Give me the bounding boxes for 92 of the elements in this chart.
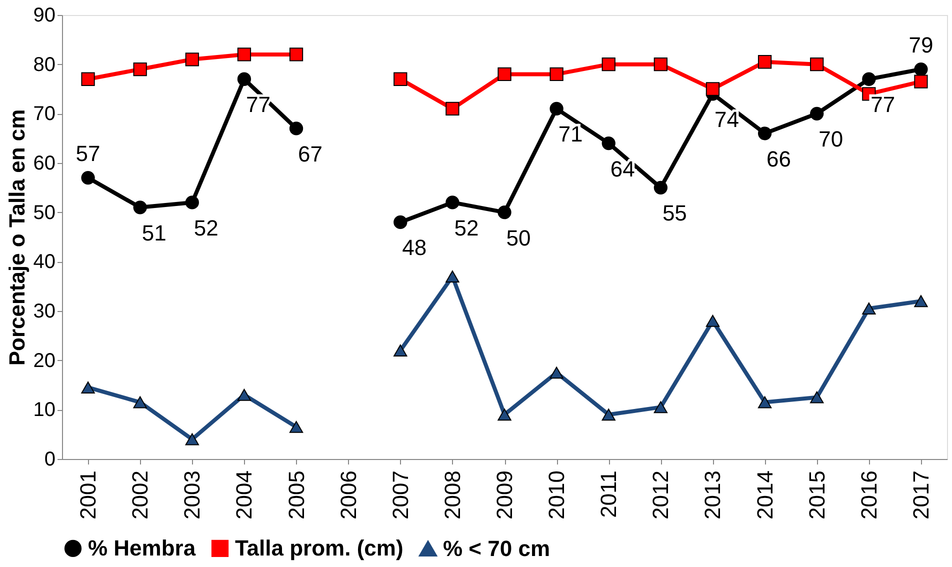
x-tick-label: 2007: [388, 470, 413, 520]
point: [706, 82, 720, 96]
point: [550, 366, 564, 379]
data-label: 51: [142, 220, 166, 246]
point: [758, 396, 772, 408]
data-label: 71: [558, 122, 583, 147]
point: [237, 388, 252, 401]
data-label: 66: [766, 146, 792, 172]
point: [289, 48, 304, 62]
x-tick-label: 2012: [648, 470, 674, 520]
y-tick-label: 0: [44, 448, 56, 470]
y-tick-label: 80: [33, 54, 56, 76]
point: [289, 420, 304, 433]
point: [81, 381, 95, 394]
legend-label: % Hembra: [88, 535, 196, 560]
y-tick-label: 30: [33, 300, 56, 322]
point: [498, 206, 512, 220]
point: [758, 126, 772, 140]
x-tick-label: 2002: [128, 470, 153, 520]
data-label: 79: [908, 32, 934, 58]
x-tick-label: 2016: [856, 470, 882, 520]
point: [914, 295, 928, 308]
point: [81, 72, 95, 86]
point: [185, 433, 199, 446]
y-tick-label: 40: [33, 251, 56, 274]
point: [810, 391, 824, 404]
point: [446, 270, 460, 282]
x-tick-label: 2003: [180, 470, 205, 520]
x-tick-label: 2014: [752, 470, 778, 520]
x-tick-label: 2013: [700, 470, 726, 520]
x-tick-label: 2006: [336, 470, 361, 520]
point: [914, 62, 928, 76]
data-label: 77: [870, 92, 896, 118]
point: [758, 55, 772, 69]
point: [185, 52, 199, 66]
point: [602, 136, 616, 150]
point: [394, 215, 408, 230]
point: [550, 102, 564, 116]
point: [81, 170, 95, 185]
point: [810, 106, 824, 120]
point: [654, 401, 668, 414]
y-tick-label: 90: [33, 4, 56, 26]
x-tick-label: 2001: [76, 470, 101, 520]
x-tick-label: 2009: [492, 470, 517, 520]
point: [862, 72, 876, 86]
point: [394, 344, 408, 356]
point: [289, 122, 304, 136]
x-tick-label: 2008: [440, 470, 465, 520]
data-label: 50: [506, 225, 531, 250]
point: [237, 48, 252, 62]
point: [185, 196, 199, 210]
y-tick-label: 50: [33, 202, 56, 224]
data-label: 70: [818, 126, 844, 152]
point: [394, 72, 408, 86]
point: [810, 58, 824, 72]
x-tick-label: 2005: [284, 470, 309, 520]
data-label: 57: [76, 140, 100, 166]
point: [446, 102, 460, 116]
y-tick-label: 10: [33, 399, 56, 422]
legend-label: Talla prom. (cm): [235, 535, 404, 560]
point: [602, 408, 616, 421]
y-tick-label: 60: [33, 152, 56, 174]
y-axis-title: Porcentaje o Talla en cm: [4, 109, 30, 366]
data-label: 74: [714, 106, 739, 132]
x-tick-label: 2004: [232, 470, 257, 520]
legend-label: % < 70 cm: [443, 536, 550, 561]
point: [446, 196, 460, 210]
point: [654, 180, 668, 194]
point: [133, 200, 147, 214]
data-label: 52: [454, 215, 479, 240]
point: [602, 58, 616, 72]
point: [133, 62, 147, 76]
data-label: 52: [194, 215, 218, 240]
data-label: 48: [402, 235, 427, 260]
x-tick-label: 2017: [908, 470, 934, 520]
point: [654, 58, 668, 72]
point: [498, 67, 512, 82]
point: [914, 74, 928, 88]
data-label: 67: [298, 141, 323, 166]
x-tick-label: 2015: [804, 470, 830, 520]
point: [237, 72, 252, 86]
x-tick-label: 2010: [544, 470, 570, 520]
data-label: 64: [610, 156, 635, 182]
point: [133, 396, 147, 408]
x-tick-label: 2011: [596, 470, 622, 518]
point: [862, 302, 876, 315]
y-tick-label: 20: [33, 350, 56, 372]
point: [498, 408, 512, 421]
data-label: 55: [662, 200, 687, 226]
point: [550, 67, 564, 82]
point: [706, 314, 720, 327]
y-tick-label: 70: [33, 103, 56, 126]
